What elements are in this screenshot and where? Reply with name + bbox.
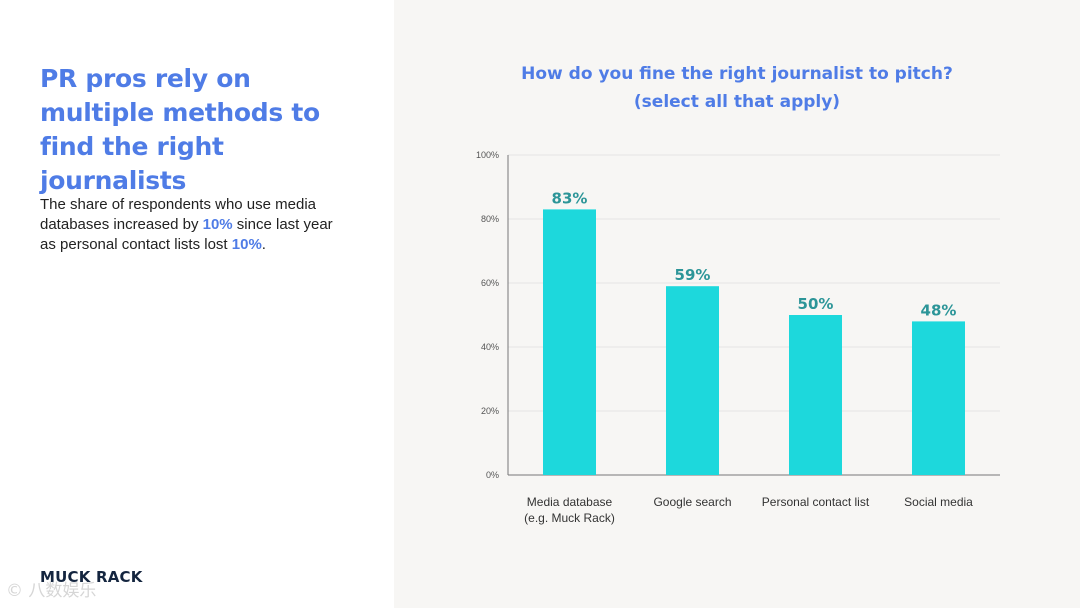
x-category-label-line: Google search <box>653 495 731 509</box>
bar-value-label: 50% <box>798 295 834 313</box>
chart-title: How do you fine the right journalist to … <box>394 60 1080 116</box>
x-category-label: Google search <box>653 495 731 509</box>
x-category-label-line: (e.g. Muck Rack) <box>524 511 615 525</box>
bar-value-label: 59% <box>675 266 711 284</box>
y-tick-label: 0% <box>486 470 499 480</box>
y-tick-label: 100% <box>476 150 499 160</box>
page-title: PR pros rely on multiple methods to find… <box>40 64 320 195</box>
x-category-label: Media database (e.g. Muck Rack) <box>524 495 615 525</box>
summary-part-1: The share of respondents who use media d… <box>40 196 316 233</box>
y-tick-label: 80% <box>481 214 499 224</box>
bar <box>912 321 965 475</box>
y-tick-label: 40% <box>481 342 499 352</box>
x-category-label: Social media <box>904 495 973 509</box>
highlight-increase: 10% <box>202 216 233 233</box>
summary-part-2: since last year as personal contact list… <box>40 216 333 253</box>
bar <box>543 209 596 475</box>
summary-text: The share of respondents who use media d… <box>40 195 350 255</box>
x-category-label-line: Social media <box>904 495 973 509</box>
bar-value-label: 83% <box>552 189 588 207</box>
muck-rack-logo: MUCK RACK <box>40 568 143 586</box>
watermark: © 八数娱乐 <box>6 581 97 601</box>
highlight-decrease: 10% <box>231 236 262 253</box>
y-tick-label: 20% <box>481 406 499 416</box>
summary-part-3: . <box>261 236 266 253</box>
bar-value-label: 48% <box>921 301 957 319</box>
x-category-label: Personal contact list <box>762 495 870 509</box>
y-tick-label: 60% <box>481 278 499 288</box>
chart-title-line-1: How do you fine the right journalist to … <box>521 64 953 84</box>
chart-title-line-2: (select all that apply) <box>633 92 841 112</box>
bar <box>789 315 842 475</box>
x-category-label-line: Media database <box>527 495 613 509</box>
bar <box>666 286 719 475</box>
x-category-label-line: Personal contact list <box>762 495 870 509</box>
left-panel <box>0 0 394 608</box>
